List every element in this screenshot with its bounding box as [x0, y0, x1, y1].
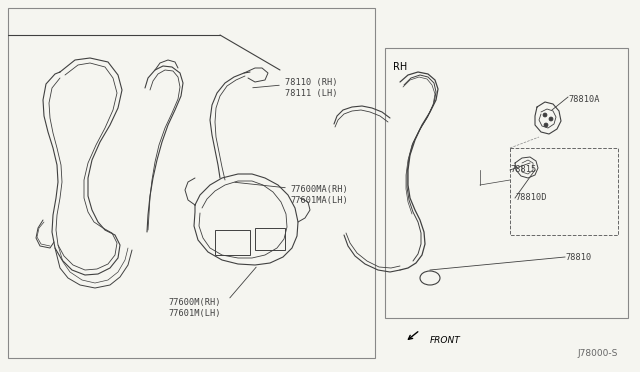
Text: 78810A: 78810A — [568, 95, 600, 104]
Text: 77600M(RH)
77601M(LH): 77600M(RH) 77601M(LH) — [168, 298, 221, 318]
Text: J78000-S: J78000-S — [578, 349, 618, 358]
Text: RH: RH — [393, 62, 407, 72]
Text: 78810D: 78810D — [515, 193, 547, 202]
Text: 77600MA(RH)
77601MA(LH): 77600MA(RH) 77601MA(LH) — [290, 185, 348, 205]
Text: 78810: 78810 — [565, 253, 591, 262]
Bar — [255, 228, 285, 250]
Bar — [215, 230, 250, 255]
Bar — [510, 148, 618, 235]
Circle shape — [543, 113, 547, 117]
Circle shape — [549, 117, 553, 121]
Text: 78110 (RH)
78111 (LH): 78110 (RH) 78111 (LH) — [285, 78, 337, 98]
Text: FRONT: FRONT — [430, 336, 461, 345]
Bar — [8, 8, 375, 358]
Text: 78815: 78815 — [510, 165, 536, 174]
Ellipse shape — [420, 271, 440, 285]
Bar — [385, 48, 628, 318]
Circle shape — [544, 123, 548, 127]
